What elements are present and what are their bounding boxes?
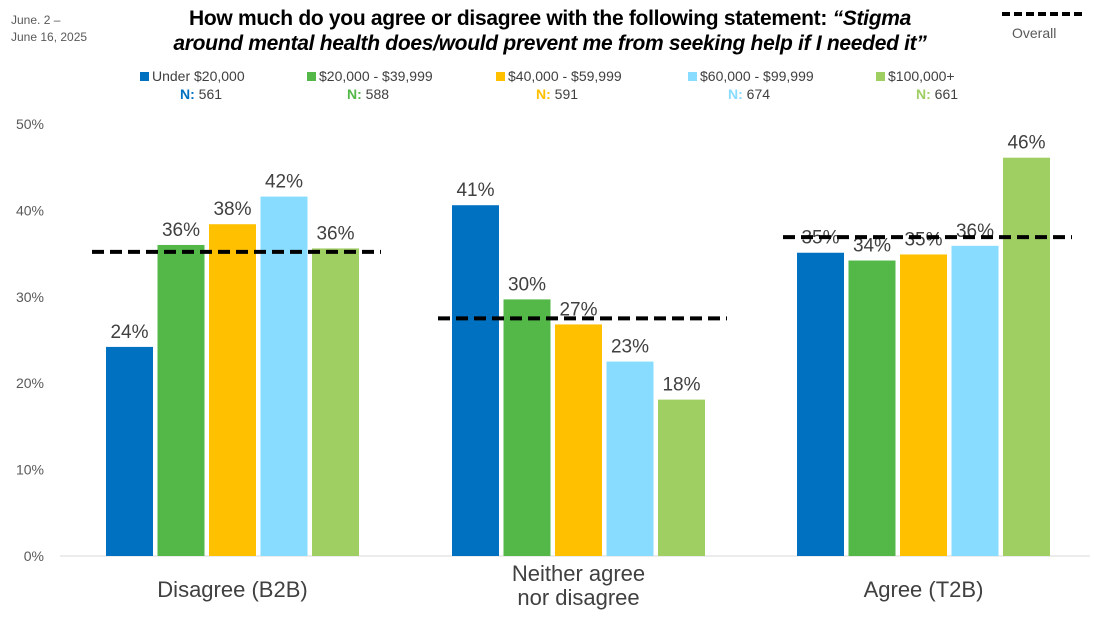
y-tick-label: 30% [16, 289, 44, 305]
n-prefix: N: [180, 86, 195, 102]
legend-swatch [140, 72, 149, 81]
bar-3-group-1 [209, 224, 256, 556]
data-label: 23% [611, 337, 649, 358]
date-end: June 16, 2025 [11, 30, 88, 44]
bar-1-group-2 [452, 205, 499, 556]
title-italic-1: “Stigma [832, 7, 912, 30]
date-start: June. 2 – [11, 13, 61, 27]
data-label: 38% [213, 199, 251, 220]
bar-5-group-1 [312, 248, 359, 556]
n-value: 591 [554, 86, 579, 102]
data-label: 34% [853, 236, 891, 257]
legend-swatch [688, 72, 697, 81]
legend-swatch [307, 72, 316, 81]
title-italic-2: around mental health does/would prevent … [173, 32, 927, 55]
legend-n: N: 561 [180, 86, 222, 102]
legend-label: Under $20,000 [152, 68, 245, 84]
legend-n: N: 588 [347, 86, 389, 102]
n-prefix: N: [728, 86, 743, 102]
legend-swatch [496, 72, 505, 81]
n-value: 588 [365, 86, 390, 102]
bar-2-group-3 [848, 260, 896, 556]
legend-n: N: 591 [536, 86, 578, 102]
y-tick-label: 40% [16, 202, 44, 218]
n-value: 661 [934, 86, 959, 102]
legend-label: $40,000 - $59,999 [508, 68, 622, 84]
x-category-label: Agree (T2B) [864, 577, 984, 602]
y-tick-label: 20% [16, 375, 44, 391]
bar-1-group-1 [106, 346, 153, 556]
legend-swatch [876, 72, 885, 81]
y-tick-label: 10% [16, 462, 44, 478]
legend-label: $100,000+ [888, 68, 955, 84]
data-label: 42% [265, 172, 303, 193]
n-prefix: N: [347, 86, 362, 102]
date-range: June. 2 – June 16, 2025 [11, 12, 87, 46]
data-label: 36% [316, 223, 354, 244]
bar-1-group-3 [797, 252, 844, 556]
data-label: 27% [559, 299, 597, 320]
legend-item: Under $20,000 [140, 68, 245, 84]
legend-item: $60,000 - $99,999 [688, 68, 814, 84]
data-label: 30% [508, 274, 546, 295]
bar-4-group-2 [606, 361, 654, 556]
bar-5-group-2 [658, 399, 705, 556]
data-label: 36% [162, 220, 200, 241]
bar-3-group-2 [555, 324, 602, 556]
bar-4-group-3 [951, 245, 999, 556]
x-category-label: nor disagree [517, 585, 639, 610]
title-plain: How much do you agree or disagree with t… [189, 7, 833, 30]
data-label: 41% [456, 180, 494, 201]
overall-legend-label: Overall [1012, 25, 1057, 41]
bar-4-group-1 [260, 196, 308, 557]
x-category-label: Neither agree [512, 561, 645, 586]
x-category-label: Disagree (B2B) [157, 577, 307, 602]
y-tick-label: 50% [16, 116, 44, 132]
legend-item: $20,000 - $39,999 [307, 68, 433, 84]
bar-5-group-3 [1003, 157, 1050, 557]
bar-2-group-1 [157, 244, 205, 556]
bar-2-group-2 [503, 299, 551, 556]
n-prefix: N: [536, 86, 551, 102]
bar-3-group-3 [900, 254, 947, 557]
legend-n: N: 674 [728, 86, 770, 102]
n-prefix: N: [916, 86, 931, 102]
chart-title: How much do you agree or disagree with t… [100, 6, 1000, 56]
y-tick-label: 0% [24, 548, 44, 564]
legend-item: $40,000 - $59,999 [496, 68, 622, 84]
overall-legend-line [1002, 12, 1082, 16]
legend-label: $60,000 - $99,999 [700, 68, 814, 84]
legend-item: $100,000+ [876, 68, 955, 84]
legend-n: N: 661 [916, 86, 958, 102]
legend-label: $20,000 - $39,999 [319, 68, 433, 84]
n-value: 674 [746, 86, 771, 102]
data-label: 24% [110, 322, 148, 343]
data-label: 18% [662, 375, 700, 396]
data-label: 46% [1007, 133, 1045, 154]
data-label: 35% [904, 229, 942, 250]
n-value: 561 [198, 86, 223, 102]
